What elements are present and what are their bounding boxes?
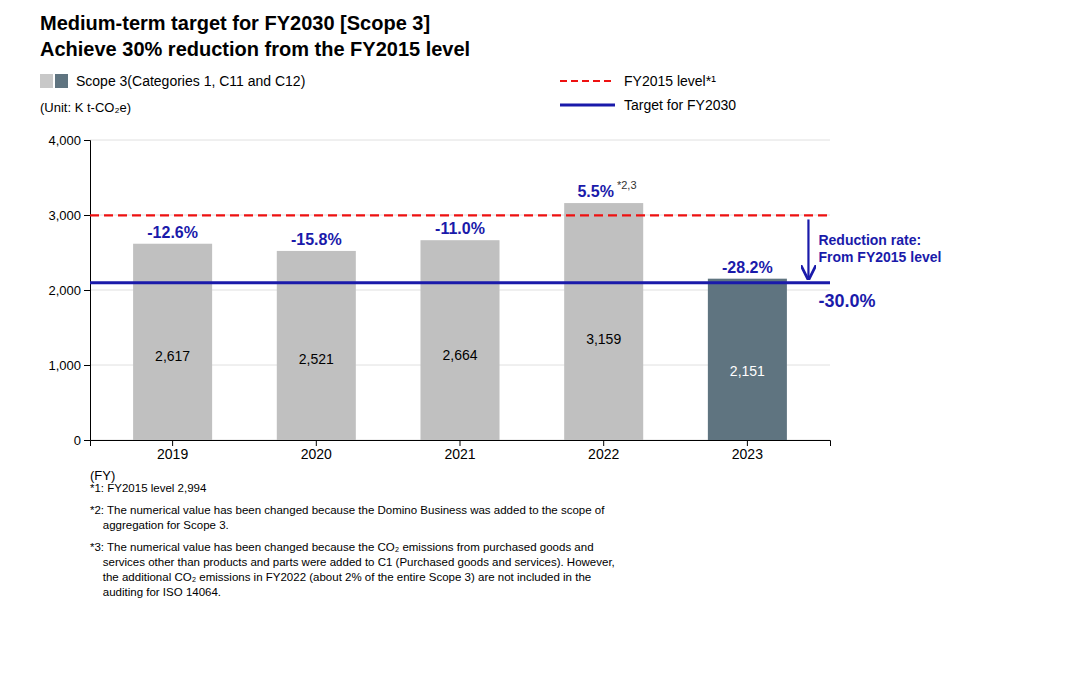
tick-mark [84,365,90,366]
tick: 3,000 [48,208,90,223]
tick: 2023 [732,440,763,462]
legend-swatch [40,74,53,88]
text-line: Reduction rate: [818,232,921,248]
text-line: auditing for ISO 14064. [90,586,221,598]
tick: 2022 [588,440,619,462]
tick-label: 2020 [301,446,332,462]
tick-label: 1,000 [48,358,81,373]
annotation: Reduction rate:From FY2015 level [818,232,941,265]
text-line: services other than products and parts w… [90,556,615,568]
tick-mark [84,440,90,441]
y-axis: 0 1,000 2,000 3,000 4,000 [48,133,90,448]
reference-line [90,281,830,284]
arrow [807,219,809,278]
x-axis: 2019 2020 2021 2022 2023 [91,440,831,462]
chart: Medium-term target for FY2030 [Scope 3] A… [0,0,1080,675]
bar [277,251,356,440]
text-line: aggregation for Scope 3. [90,519,229,531]
annotation: -15.8% [291,231,342,248]
legend-label: Scope 3(Categories 1, C11 and C12) [76,73,305,89]
data-label: 2,664 [442,347,477,363]
bar [420,240,499,440]
tick-mark [84,290,90,291]
grid-line [90,140,830,141]
tick-label: 3,000 [48,208,81,223]
text-line: the additional CO₂ emissions in FY2022 (… [90,571,591,583]
bar [133,244,212,440]
tick-mark [84,140,90,141]
axis-line [84,141,91,441]
grid [90,140,830,440]
text-line: *2: The numerical value has been changed… [90,504,605,516]
title: Medium-term target for FY2030 [Scope 3] [40,12,430,34]
annotation: -28.2% [722,259,773,276]
legend-label: FY2015 level*¹ [624,73,716,89]
annotation: 5.5% [577,183,613,200]
data-label: 2,151 [730,363,765,379]
text-line: *1: FY2015 level 2,994 [90,482,207,494]
axis-label: (Unit: K t-CO₂e) [40,100,131,115]
data-label: 3,159 [586,331,621,347]
tick: 2019 [157,440,188,462]
legend-line [560,104,615,107]
tick: 2021 [444,440,475,462]
legend-swatch [55,74,68,88]
tick: 0 [74,433,90,448]
tick: 2020 [301,440,332,462]
reference-line [90,214,830,216]
annotation: -30.0% [818,291,875,311]
subtitle: Achieve 30% reduction from the FY2015 le… [40,38,470,60]
data-label: 2,521 [299,351,334,367]
data [90,203,830,440]
footnote: *1: FY2015 level 2,994 [90,482,207,494]
legend-line [560,80,615,82]
tick-label: 2023 [732,446,763,462]
tick-label: 2022 [588,446,619,462]
tick-label: 4,000 [48,133,81,148]
legend-label: Target for FY2030 [624,97,736,113]
text-line: From FY2015 level [818,249,941,265]
axis-label: (FY) [90,468,115,483]
plot: 0 1,000 2,000 3,000 4,000 2019 2020 2021 2022 202… [48,133,941,483]
text-line: *3: The numerical value has been changed… [90,541,594,553]
annotation: -11.0% [435,220,485,237]
grid-line [90,215,830,216]
annotation: -12.6% [147,224,198,241]
footnote: *2: The numerical value has been changed… [90,504,605,531]
bar [564,203,643,440]
tick-mark [84,215,90,216]
annotation-superscript: *2,3 [617,179,637,191]
tick-label: 2,000 [48,283,81,298]
tick-label: 0 [74,433,81,448]
tick-label: 2021 [444,446,475,462]
footnote: *3: The numerical value has been changed… [90,541,615,598]
data-label: 2,617 [155,348,190,364]
tick: 1,000 [48,358,90,373]
tick-label: 2019 [157,446,188,462]
tick: 4,000 [48,133,90,148]
bar [708,279,787,440]
tick: 2,000 [48,283,90,298]
